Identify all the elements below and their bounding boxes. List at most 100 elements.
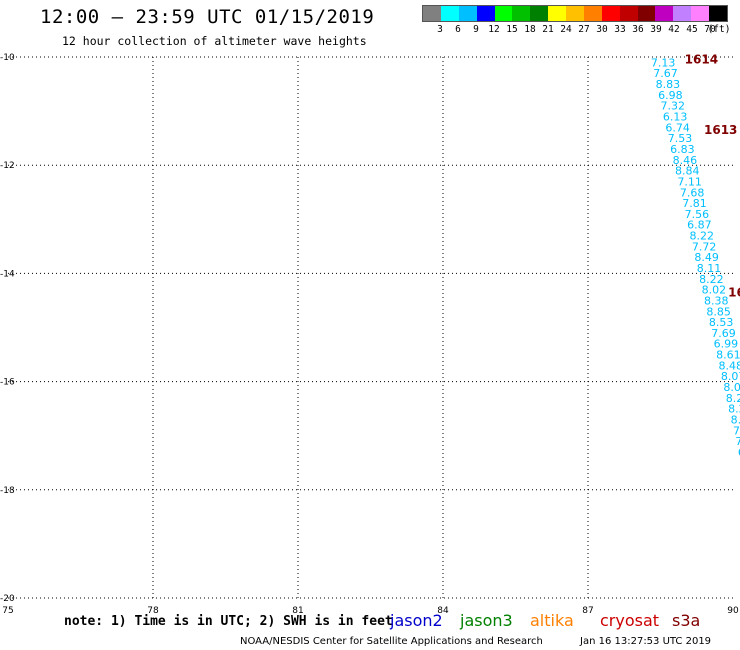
legend-label: 39 xyxy=(650,24,662,35)
legend-swatches xyxy=(422,5,728,22)
axis-ticks: 75 78 81 84 87 90 -10 -12 -14 -16 -18 -20 xyxy=(0,53,739,616)
wave-height-point: 8.11 xyxy=(697,262,722,275)
wave-height-point: 7 xyxy=(735,435,740,448)
color-legend: 3 6 9 12 15 18 21 24 27 30 33 36 39 42 45 70 (ft) xyxy=(422,5,731,36)
legend-label: (ft) xyxy=(707,24,731,35)
y-tick-label: -20 xyxy=(0,594,15,604)
legend-swatch xyxy=(655,6,674,21)
wave-height-point: 7.72 xyxy=(692,240,717,253)
time-labels: 1614 1613 16 xyxy=(685,53,740,300)
legend-swatch xyxy=(709,6,727,21)
wave-height-point: 8.1 xyxy=(731,413,740,426)
legend-swatch xyxy=(440,6,459,21)
wave-height-point: 6.13 xyxy=(663,111,688,124)
legend-swatch xyxy=(512,6,531,21)
data-points: 7.137.678.836.987.326.136.747.536.838.46… xyxy=(651,56,740,459)
wave-height-point: 7.11 xyxy=(677,175,702,188)
wave-height-point: 6 xyxy=(738,446,740,459)
legend-swatch xyxy=(619,6,638,21)
wave-height-point: 6.99 xyxy=(714,338,739,351)
wave-height-point: 8.38 xyxy=(704,294,729,307)
wave-height-point: 7.68 xyxy=(680,186,705,199)
x-tick-label: 81 xyxy=(292,606,303,616)
wave-height-point: 6.83 xyxy=(670,143,695,156)
legend-label: 36 xyxy=(632,24,644,35)
x-tick-label: 75 xyxy=(2,606,13,616)
legend-label: 12 xyxy=(488,24,500,35)
legend-swatch xyxy=(601,6,620,21)
y-tick-label: -10 xyxy=(0,53,15,63)
chart-subtitle: 12 hour collection of altimeter wave hei… xyxy=(62,34,367,48)
wave-height-point: 8.83 xyxy=(656,78,681,91)
legend-label: 33 xyxy=(614,24,626,35)
x-tick-label: 87 xyxy=(582,606,593,616)
wave-height-point: 7 xyxy=(733,424,740,437)
y-tick-label: -16 xyxy=(0,378,15,388)
legend-label: 70 xyxy=(704,24,716,35)
wave-height-point: 7.67 xyxy=(653,67,678,80)
legend-label: 18 xyxy=(524,24,536,35)
x-tick-label: 90 xyxy=(727,606,739,616)
wave-height-point: 8.2 xyxy=(726,392,740,405)
wave-height-point: 8.85 xyxy=(706,305,731,318)
legend-label: 21 xyxy=(542,24,554,35)
x-tick-label: 78 xyxy=(147,606,159,616)
wave-height-point: 8.2 xyxy=(728,403,740,416)
y-tick-label: -12 xyxy=(0,161,15,171)
wave-height-point: 8.22 xyxy=(699,273,724,286)
legend-swatch xyxy=(566,6,584,21)
legend-swatch xyxy=(691,6,709,21)
wave-height-point: 7.69 xyxy=(711,327,736,340)
x-tick-label: 84 xyxy=(437,606,449,616)
legend-swatch xyxy=(530,6,549,21)
legend-swatch xyxy=(476,6,495,21)
legend-label: 42 xyxy=(668,24,680,35)
wave-height-point: 7.81 xyxy=(682,197,707,210)
satellite-s3a: s3a xyxy=(672,611,701,630)
legend-label: 6 xyxy=(455,24,461,35)
legend-swatch xyxy=(548,6,566,21)
grid-lines xyxy=(8,56,733,599)
wave-height-point: 8.02 xyxy=(723,381,740,394)
footer: note: 1) Time is in UTC; 2) SWH is in fe… xyxy=(0,611,740,632)
legend-swatch xyxy=(458,6,477,21)
legend-swatch xyxy=(583,6,602,21)
credit-text: NOAA/NESDIS Center for Satellite Applica… xyxy=(240,636,543,647)
timestamp-text: Jan 16 13:27:53 UTC 2019 xyxy=(580,636,712,647)
wave-height-point: 8.46 xyxy=(673,154,698,167)
satellite-altika: altika xyxy=(530,611,574,630)
legend-swatch xyxy=(637,6,656,21)
footer-note: note: 1) Time is in UTC; 2) SWH is in fe… xyxy=(64,614,393,629)
wave-height-point: 8.48 xyxy=(719,359,740,372)
legend-label: 9 xyxy=(473,24,479,35)
y-tick-label: -18 xyxy=(0,486,15,496)
chart-title: 12:00 – 23:59 UTC 01/15/2019 xyxy=(40,6,375,28)
legend-labels: 3 6 9 12 15 18 21 24 27 30 33 36 39 42 45 70 (ft) xyxy=(422,22,731,36)
time-label: 1614 xyxy=(685,53,718,67)
legend-label: 30 xyxy=(596,24,608,35)
time-label: 16 xyxy=(728,285,740,299)
satellite-jason2: jason2 xyxy=(390,611,443,630)
wave-height-point: 8.22 xyxy=(690,230,715,243)
legend-label: 15 xyxy=(506,24,518,35)
wave-height-point: 8.61 xyxy=(716,349,740,362)
wave-height-point: 7.53 xyxy=(668,132,693,145)
legend-label: 27 xyxy=(578,24,590,35)
wave-height-point: 8.02 xyxy=(702,284,727,297)
legend-swatch xyxy=(494,6,513,21)
legend-label: 45 xyxy=(686,24,698,35)
legend-label: 3 xyxy=(437,24,443,35)
wave-height-point: 8.53 xyxy=(709,316,734,329)
wave-height-point: 8.49 xyxy=(694,251,719,264)
wave-height-point: 6.74 xyxy=(665,121,690,134)
y-tick-label: -14 xyxy=(0,269,15,279)
wave-height-point: 7.32 xyxy=(661,100,686,113)
wave-height-point: 6.87 xyxy=(687,219,712,232)
wave-height-point: 8.84 xyxy=(675,165,700,178)
legend-swatch xyxy=(423,6,441,21)
time-label: 1613 xyxy=(704,123,737,137)
satellite-jason3: jason3 xyxy=(460,611,513,630)
legend-swatch xyxy=(673,6,692,21)
wave-height-point: 6.98 xyxy=(658,89,683,102)
